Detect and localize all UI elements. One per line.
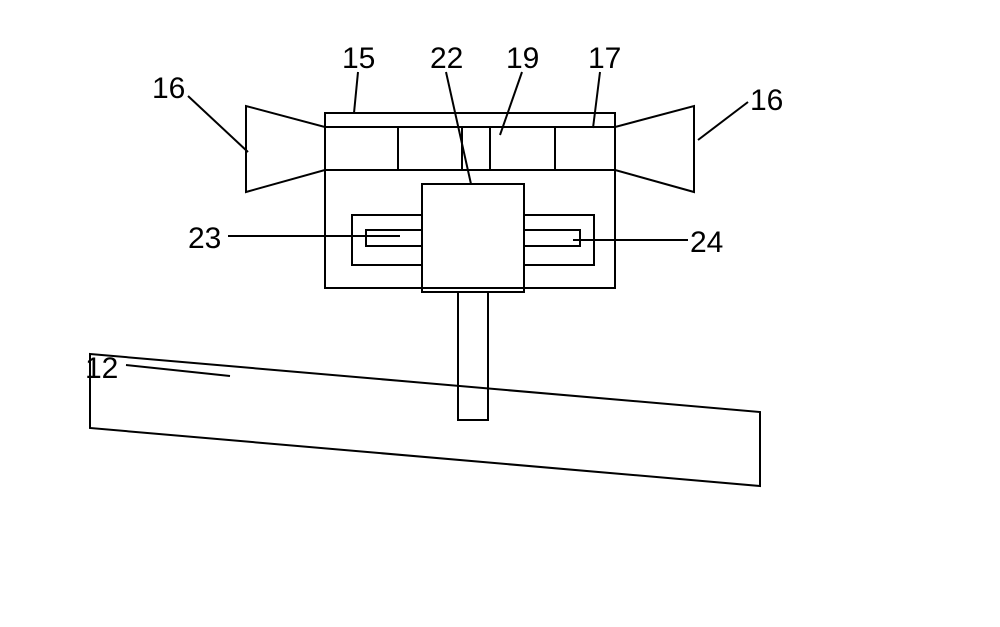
label-17: 17 <box>588 42 621 76</box>
label-16-left: 16 <box>152 72 185 106</box>
label-12: 12 <box>85 352 118 386</box>
leader-16-left <box>188 96 248 152</box>
label-22: 22 <box>430 42 463 76</box>
drawing-group <box>90 72 760 486</box>
slot-left-23 <box>366 230 422 246</box>
label-19: 19 <box>506 42 539 76</box>
center-block-22 <box>422 184 524 292</box>
lower-box-left-23 <box>352 215 422 265</box>
diagram-svg <box>0 0 1000 627</box>
horn-right-16 <box>615 106 694 192</box>
leader-15 <box>354 72 358 113</box>
stem <box>458 292 488 420</box>
horn-left-16 <box>246 106 325 192</box>
cells-row <box>325 127 615 170</box>
label-24: 24 <box>690 226 723 260</box>
label-23: 23 <box>188 222 221 256</box>
label-15: 15 <box>342 42 375 76</box>
top-bar-15 <box>325 113 615 127</box>
leader-16-right <box>698 102 748 140</box>
angled-bar-12 <box>90 354 760 486</box>
label-16-right: 16 <box>750 84 783 118</box>
slot-right-24 <box>524 230 580 246</box>
leader-12 <box>126 365 230 376</box>
leader-17 <box>593 72 600 128</box>
leader-19 <box>500 72 522 135</box>
